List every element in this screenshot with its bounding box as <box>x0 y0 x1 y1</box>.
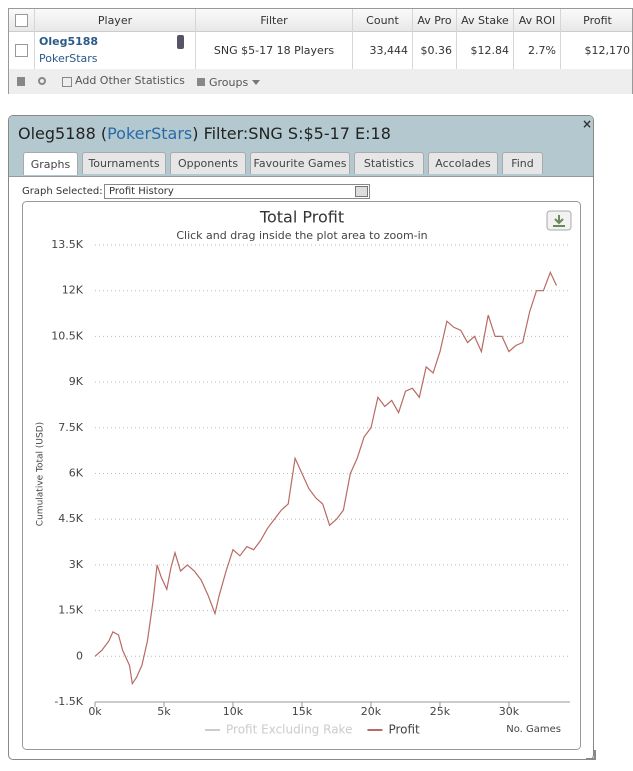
data-row: Oleg5188 PokerStars SNG $5-17 18 Players… <box>9 31 632 70</box>
player-site[interactable]: PokerStars <box>39 52 98 65</box>
tab[interactable]: Accolades <box>428 152 498 174</box>
header: Count <box>353 9 413 31</box>
cell: 33,444 <box>353 31 413 69</box>
download-icon <box>553 215 565 227</box>
stats-table: Player Filter Count Av Pro Av Stake Av R… <box>8 8 633 94</box>
chart-subtitle: Click and drag inside the plot area to z… <box>176 229 427 242</box>
site-icon <box>177 35 184 49</box>
tab[interactable]: Find <box>502 152 543 174</box>
graph-label: Graph Selected: <box>22 186 103 197</box>
y-tick-label: 10.5K <box>51 329 83 342</box>
x-tick-label: 10k <box>223 705 244 718</box>
tab[interactable]: Graphs <box>23 152 78 175</box>
y-tick-label: 1.5K <box>58 604 83 617</box>
chart-frame <box>22 201 581 750</box>
cell: $12.84 <box>457 31 514 69</box>
panel-title: Oleg5188 (PokerStars) Filter:SNG S:$5-17… <box>18 124 391 143</box>
y-axis-label: Cumulative Total (USD) <box>36 422 46 526</box>
x-axis-label: No. Games <box>506 724 561 735</box>
tab[interactable]: Opponents <box>170 152 246 174</box>
legend-label: Profit <box>388 723 420 737</box>
header: Profit <box>583 13 612 27</box>
x-tick-label: 25k <box>430 705 451 718</box>
x-tick-label: 5k <box>157 705 171 718</box>
cell: $0.36 <box>413 31 457 69</box>
x-tick-label: 20k <box>361 705 382 718</box>
x-tick-label: 30k <box>499 705 520 718</box>
row-select[interactable] <box>15 43 28 57</box>
groups-icon <box>197 78 205 86</box>
y-tick-label: 7.5K <box>58 421 83 434</box>
tab[interactable]: Tournaments <box>82 152 166 174</box>
x-tick-label: 15k <box>292 705 313 718</box>
groups-arrow <box>252 80 260 85</box>
y-tick-label: 13.5K <box>51 238 83 251</box>
y-tick-label: 3K <box>69 558 84 571</box>
graph-selected: Profit History <box>109 186 174 197</box>
header-row: Player Filter Count Av Pro Av Stake Av R… <box>9 9 632 32</box>
cell: $12,170 <box>584 43 631 57</box>
player-name[interactable]: Oleg5188 <box>39 35 99 48</box>
select-all[interactable] <box>15 13 28 27</box>
title-player: Oleg5188 <box>18 124 96 143</box>
header: Player <box>35 9 196 31</box>
y-tick-label: 0 <box>76 649 83 662</box>
toolbar: Add Other Statistics Groups <box>9 69 632 94</box>
header: Av Stake <box>457 9 514 31</box>
title-site[interactable]: PokerStars <box>107 124 193 143</box>
y-tick-label: 9K <box>69 375 84 388</box>
refresh-icon[interactable] <box>38 77 46 85</box>
legend-label: Profit Excluding Rake <box>226 723 352 737</box>
y-tick-label: -1.5K <box>54 695 83 708</box>
y-tick-label: 12K <box>62 284 84 297</box>
resize-handle[interactable] <box>586 750 596 760</box>
title-filter: Filter:SNG S:$5-17 E:18 <box>203 124 391 143</box>
chart-title: Total Profit <box>259 208 344 227</box>
delete-icon[interactable] <box>17 77 25 86</box>
add-icon <box>62 77 72 87</box>
add-statistics[interactable]: Add Other Statistics <box>75 74 185 87</box>
dropdown-button[interactable] <box>355 186 368 197</box>
header: Av Pro <box>413 9 457 31</box>
cell: 2.7% <box>514 31 561 69</box>
tab[interactable]: Statistics <box>354 152 424 174</box>
groups[interactable]: Groups <box>209 76 249 89</box>
chart: Total Profit Click and drag inside the p… <box>22 201 581 750</box>
cell: SNG $5-17 18 Players <box>196 31 353 69</box>
x-tick-label: 0k <box>88 705 102 718</box>
y-tick-label: 6K <box>69 467 84 480</box>
y-tick-label: 4.5K <box>58 512 83 525</box>
tab[interactable]: Favourite Games <box>250 152 350 174</box>
profit-line <box>94 270 558 686</box>
graph-select[interactable]: Profit History <box>104 184 370 199</box>
header: Filter <box>196 9 353 31</box>
header: Av ROI <box>514 9 561 31</box>
close[interactable]: × <box>582 117 593 131</box>
